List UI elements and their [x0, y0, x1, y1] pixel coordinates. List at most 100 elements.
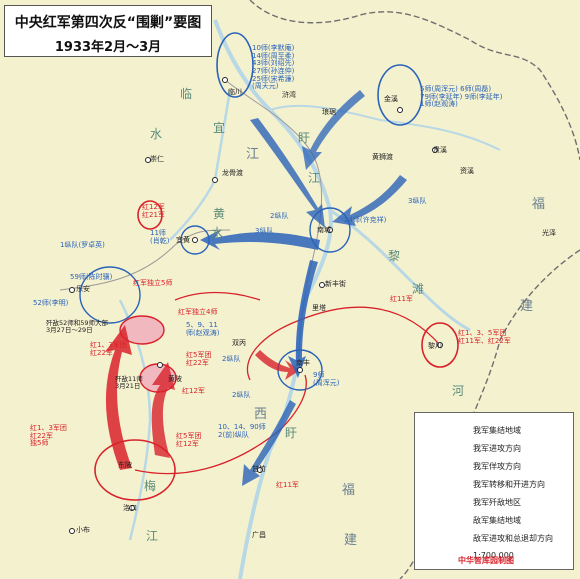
river-label-he: 河	[452, 384, 465, 398]
place-longgudu: 龙骨渡	[222, 169, 243, 177]
map-subtitle: 1933年2月～3月	[54, 40, 162, 55]
red-1-3-south: 红1、3军团 红22军 独5师	[30, 424, 67, 448]
river-label-tan: 滩	[412, 282, 425, 296]
enemy-59div: 59师(陈时骥)	[70, 273, 113, 281]
enemy-jinxi-5: 1师(赵观涛)	[420, 100, 458, 109]
enemy-3col-b: 3纵队	[408, 197, 427, 205]
legend-item-4: 我军转移和开进方向	[473, 480, 545, 489]
river-label-fu: 盱	[298, 131, 311, 145]
blue-arrow-5	[302, 90, 365, 170]
enemy-24div: 24师(许克祥)	[344, 216, 387, 224]
legend-item-2: 我军进攻方向	[473, 444, 521, 453]
legend-item-7: 敌军进攻和总退却方向	[473, 534, 553, 543]
red-1-3-5: 红1、3、5军团 红11军、红22军	[458, 329, 511, 345]
enemy-jinxi-4: 9师(李延年)	[464, 92, 503, 101]
province-border	[249, 0, 580, 579]
blue-arrow-6	[242, 400, 296, 486]
place-liuli: 里塔	[312, 304, 326, 312]
legend-item-5: 我军歼敌地区	[473, 498, 521, 507]
place-langju: 浒湾	[282, 91, 296, 99]
enemy-11div: 11师 (肖乾)	[150, 229, 170, 245]
red-12-21: 红12军 红21军	[142, 203, 165, 219]
red-move-2	[134, 374, 307, 475]
province-label-fu-1: 福	[532, 197, 546, 212]
place-shuangbing: 双丙	[232, 339, 246, 347]
enemy-1col: 1纵队(罗卓英)	[60, 241, 105, 249]
legend: 我军集结地域 我军进攻方向 我军佯攻方向 我军转移和开进方向 我军歼敌地区 敌军…	[414, 412, 574, 570]
blue-arrow-1	[200, 230, 320, 250]
place-lean: 乐安	[76, 285, 90, 293]
place-chongren: 崇仁	[150, 155, 164, 163]
place-qingpu: 琅琚	[322, 108, 336, 116]
legend-item-3: 我军佯攻方向	[473, 462, 521, 471]
river-label-jiang-2: 江	[308, 171, 321, 185]
enemy-52div: 52师(李明)	[33, 299, 69, 307]
red-area-3	[94, 439, 176, 501]
place-zixi: 资溪	[460, 167, 474, 175]
enemy-2col-b: 2纵队	[232, 391, 251, 399]
river-label-shui: 水	[150, 127, 163, 141]
place-xiaobu: 小布	[76, 526, 90, 534]
red-1-3-mid: 红1、3军团 红22军	[90, 341, 127, 357]
red-5-22: 红5军团 红22军	[186, 351, 212, 367]
province-label-jiang: 江	[246, 147, 260, 162]
red-attack-arrow-1	[105, 325, 132, 470]
enemy-area-lean	[79, 266, 141, 324]
red-12-mid: 红12军	[182, 387, 205, 395]
place-linchuan: 临川	[228, 88, 242, 96]
river-fu	[213, 19, 333, 579]
place-huangpo: 黄陂	[168, 375, 182, 383]
enemy-5-9-11: 5、9、11 师(赵观涛)	[186, 321, 220, 337]
red-indep5: 红军独立5师	[133, 279, 173, 287]
enemy-jinxi-units: 5师(周浑元) 6师(周磊) 79师(李延年) 9师(李延年) 1师(赵观涛)	[420, 85, 503, 109]
red-indep4: 红军独立4师	[178, 308, 218, 316]
river-label-li: 黎	[388, 249, 401, 263]
town-dots	[69, 77, 443, 534]
red-move-1	[246, 306, 441, 381]
place-xinfengjie: 新丰街	[325, 280, 346, 288]
legend-item-1: 我军集结地域	[473, 426, 521, 435]
red-area-2	[421, 322, 459, 368]
blue-arrow-4	[332, 175, 407, 226]
river-xu	[329, 208, 471, 332]
place-nancheng: 南城	[317, 226, 331, 234]
red-move-3	[174, 291, 261, 301]
red-5-12: 红5军团 红12军	[176, 432, 202, 448]
place-dongpo: 东陂	[118, 461, 132, 469]
enemy-3col-a: 3纵队	[255, 227, 274, 235]
river-upper	[269, 104, 501, 151]
enemy-jinxi-3: 79师(李延年)	[420, 92, 463, 101]
river-label-xu: 盱	[285, 426, 298, 440]
red-11-east: 红11军	[390, 295, 413, 303]
place-luokou: 洛口	[123, 504, 137, 512]
legend-item-6: 敌军集结地域	[473, 516, 521, 525]
province-label-xi: 西	[254, 407, 268, 422]
enemy-9div: 9师 (周浑元)	[313, 371, 340, 387]
map-title-box: 中央红军第四次反“围剿”要图 1933年2月～3月	[4, 5, 212, 57]
enemy-area-linchuan	[216, 32, 254, 98]
enemy-2col-c: 2纵队	[222, 355, 241, 363]
place-guangze: 光泽	[542, 229, 556, 237]
province-label-jian-2: 建	[344, 533, 358, 548]
map-credit: 中华智库园制图	[458, 556, 514, 565]
enemy-2col-a: 2纵队	[270, 212, 289, 220]
province-label-jian-1: 建	[520, 299, 534, 314]
enemy-unit-4: 27师(孙连仲)	[252, 67, 295, 76]
river-label-mei: 梅	[144, 479, 157, 493]
map-title: 中央红军第四次反“围剿”要图	[14, 15, 202, 31]
place-ganzhu: 甘竹	[252, 465, 266, 473]
enemy-unit-1: 10师(李默庵)	[252, 44, 295, 52]
enemy-unit-2: 14师(周至柔)	[252, 51, 295, 60]
ambush-zone-1	[119, 315, 165, 345]
enemy-unit-3: 43师(刘绍先)	[252, 59, 295, 68]
red-attack-arrow-3	[255, 350, 300, 380]
place-jinxi: 金溪	[384, 95, 398, 103]
place-nanfeng: 南丰	[296, 359, 310, 367]
place-guixi: 贵溪	[433, 146, 447, 154]
enemy-unit-5: 25师(宋希濂)	[252, 74, 295, 83]
enemy-unit-6: (周天元)	[252, 82, 279, 91]
battle-note-2: 歼敌11师 3月21日	[115, 375, 143, 391]
enemy-area-nancheng	[309, 207, 351, 253]
